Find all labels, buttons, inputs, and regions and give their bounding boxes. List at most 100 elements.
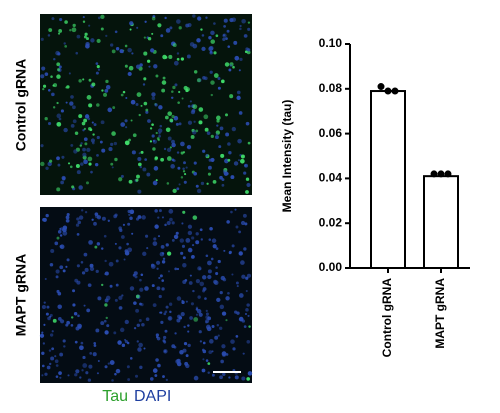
cell	[145, 317, 150, 322]
cell	[246, 303, 250, 307]
cell	[41, 331, 44, 334]
cell	[129, 286, 135, 291]
cell	[247, 141, 251, 145]
cell	[76, 264, 80, 268]
cell	[75, 369, 80, 374]
cell	[221, 311, 227, 316]
cell	[243, 34, 248, 38]
cell	[237, 159, 241, 162]
cell	[111, 131, 116, 136]
cell	[197, 16, 202, 21]
cell	[45, 213, 49, 218]
cell	[234, 55, 240, 61]
cell	[117, 340, 122, 345]
cell	[202, 358, 205, 361]
cell	[97, 359, 100, 362]
cell	[151, 134, 155, 138]
cell	[81, 121, 86, 126]
cell	[101, 89, 104, 92]
cell	[209, 339, 214, 344]
cell	[123, 258, 126, 261]
cell	[153, 166, 159, 171]
cell	[115, 259, 119, 263]
cell	[84, 142, 88, 146]
cell	[185, 300, 188, 303]
cell	[77, 220, 82, 225]
cell	[200, 238, 203, 241]
cell	[202, 289, 206, 293]
cell	[238, 293, 244, 298]
x-tick-label: MAPT gRNA	[433, 278, 447, 349]
cell	[88, 162, 92, 166]
cell	[190, 134, 195, 139]
cell	[44, 117, 48, 121]
cell	[219, 175, 223, 180]
cell	[161, 216, 164, 219]
cell	[100, 27, 104, 31]
cell	[67, 374, 70, 377]
cell	[60, 319, 65, 324]
cell	[154, 209, 158, 213]
cell	[227, 158, 231, 162]
cell	[78, 215, 84, 220]
cell	[228, 250, 232, 254]
cell	[124, 64, 128, 68]
cell	[205, 254, 209, 258]
cell	[237, 138, 242, 144]
cell	[216, 115, 221, 121]
cell	[221, 79, 225, 84]
cell	[202, 76, 206, 80]
cell	[105, 34, 108, 37]
cell	[164, 16, 167, 20]
cell	[58, 117, 62, 121]
cell	[114, 372, 117, 376]
cell	[182, 151, 186, 154]
cell	[172, 85, 176, 90]
cell	[144, 286, 149, 291]
cell	[53, 106, 56, 109]
cell	[191, 243, 195, 247]
cell	[118, 306, 123, 310]
cell	[59, 352, 64, 357]
cell	[211, 373, 215, 377]
cell	[63, 345, 66, 348]
cell	[137, 347, 142, 352]
cell	[164, 329, 168, 333]
cell	[222, 169, 228, 174]
cell	[176, 52, 180, 55]
cell	[190, 255, 195, 259]
cell	[205, 324, 211, 330]
cell	[50, 75, 53, 78]
cell	[78, 79, 82, 83]
cell	[160, 157, 165, 162]
cell	[65, 265, 68, 268]
cell	[234, 375, 239, 380]
cell	[127, 378, 131, 381]
cell	[62, 269, 66, 273]
cell	[217, 259, 221, 264]
cell	[155, 74, 159, 78]
cell	[162, 335, 167, 340]
cell	[103, 319, 107, 323]
cell	[128, 138, 131, 142]
cell	[174, 83, 178, 87]
cell	[49, 262, 54, 267]
cell	[236, 285, 239, 288]
cell	[222, 37, 226, 42]
cell	[245, 121, 250, 126]
cell	[180, 176, 184, 179]
cell	[56, 156, 60, 161]
cell	[84, 114, 90, 119]
cell	[185, 354, 189, 358]
cell	[161, 80, 167, 85]
cell	[96, 65, 100, 69]
cell	[184, 279, 188, 282]
cell	[41, 351, 45, 355]
cell	[120, 93, 124, 97]
cell	[152, 241, 158, 246]
cell	[171, 114, 175, 119]
cell	[208, 36, 212, 40]
cell	[238, 111, 243, 115]
y-axis-label: Mean Intensity (tau)	[280, 100, 294, 213]
cell	[140, 303, 144, 307]
